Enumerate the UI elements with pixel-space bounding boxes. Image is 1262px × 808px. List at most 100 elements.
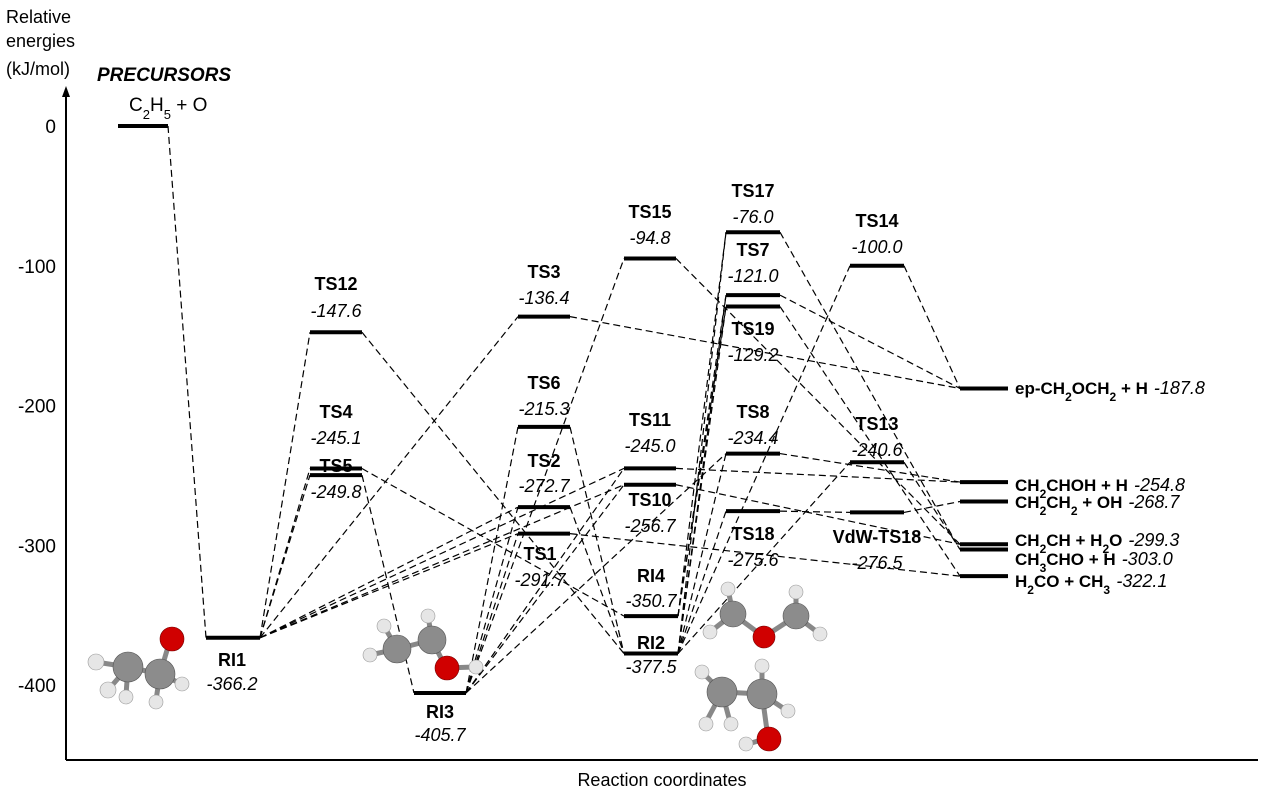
energy-ch2ch-h2o: -299.3 (1128, 530, 1179, 550)
label-ts10: TS10 (628, 490, 671, 510)
y-tick-label: -200 (18, 397, 56, 418)
connector-ts15-to-ch2ch-h2o (675, 258, 961, 545)
state-labels: RI1 -366.2 RI3 -405.7 RI2 -377.5 RI4 -350.7 TS12… (206, 181, 1204, 745)
connector-ri1-to-ts1 (259, 533, 519, 639)
product-label-ch3cho-h: CH3CHO + H (1015, 550, 1116, 575)
energy-ts12: -147.6 (310, 301, 362, 321)
connector-ts14-to-ep-ch2och2-h (903, 265, 961, 389)
connector-ri1-to-ts11 (259, 467, 625, 639)
molecule-ri2 (694, 658, 796, 752)
y-axis-label-line2: energies (6, 31, 75, 51)
energy-ch3cho-h: -303.0 (1122, 549, 1173, 569)
energy-ri1: -366.2 (206, 674, 257, 694)
energy-vdw-ts18: -276.5 (851, 553, 903, 573)
precursors-species: C2H5 + O (129, 95, 207, 122)
energy-ts10: -256.7 (624, 516, 676, 536)
label-ts17: TS17 (731, 181, 774, 201)
connector-ts10-to-ch2ch-h2o (675, 484, 961, 545)
label-ts2: TS2 (527, 451, 560, 471)
connector-ri2-to-ts19 (677, 306, 727, 654)
connector-ri4-to-ts7 (677, 295, 727, 617)
energy-ts7: -121.0 (727, 266, 778, 286)
connector-ri1-to-ts2 (259, 506, 519, 639)
label-ts15: TS15 (628, 202, 671, 222)
label-ts3: TS3 (527, 262, 560, 282)
energy-ch2choh-h: -254.8 (1134, 475, 1185, 495)
energy-ts11: -245.0 (624, 436, 675, 456)
energy-ts17: -76.0 (732, 207, 773, 227)
energy-ts15: -94.8 (629, 228, 670, 248)
product-label-h2co-ch3: H2CO + CH3 (1015, 572, 1110, 597)
y-axis-label-line3: (kJ/mol) (6, 59, 70, 79)
label-ri1: RI1 (218, 650, 246, 670)
energy-ts3: -136.4 (518, 288, 569, 308)
label-vdw-ts18: VdW-TS18 (833, 527, 922, 547)
label-ts18: TS18 (731, 524, 774, 544)
label-ts1: TS1 (523, 544, 556, 564)
molecule-ri4 (702, 581, 828, 649)
connector-ri4-to-ts17 (677, 232, 727, 617)
connector-ri2-to-ts17 (677, 232, 727, 654)
product-label-ch2choh-h: CH2CHOH + H (1015, 476, 1128, 501)
connector-ts17-to-ch3cho-h (779, 231, 961, 550)
connector-ri3-to-ts11 (465, 468, 625, 694)
label-ts4: TS4 (319, 402, 352, 422)
label-ri4: RI4 (637, 566, 665, 586)
connector-ri1-to-ts4 (259, 468, 311, 638)
y-tick-label: -300 (18, 536, 56, 557)
connector-ts13-to-ch3cho-h (903, 461, 961, 550)
connector-ri1-to-ts12 (259, 332, 311, 638)
label-ts12: TS12 (314, 274, 357, 294)
y-tick-label: -400 (18, 676, 56, 697)
molecule-ri3 (362, 608, 484, 681)
y-tick-labels: 0 -100 -200 -300 -400 (18, 117, 56, 697)
energy-ts14: -100.0 (851, 237, 902, 257)
connector-ts8-to-ch2choh-h (779, 452, 961, 483)
connector-ri2-to-ts8 (677, 453, 727, 654)
connector-ri2-to-ts18 (677, 510, 727, 654)
connector-ri1-to-ts5 (259, 474, 311, 638)
energy-ri2: -377.5 (625, 657, 677, 677)
precursors-heading: PRECURSORS (97, 65, 231, 86)
connector-ts2-to-ri2 (569, 506, 625, 654)
label-ts5: TS5 (319, 456, 352, 476)
energy-ts13: -240.6 (851, 440, 903, 460)
label-ts13: TS13 (855, 414, 898, 434)
y-tick-label: -100 (18, 257, 56, 278)
connector-ts4-to-ri4 (361, 468, 625, 617)
label-ts8: TS8 (736, 402, 769, 422)
energy-ts5: -249.8 (310, 482, 361, 502)
energy-ts18: -275.6 (727, 550, 779, 570)
connector-ts7-to-ep-ch2och2-h (779, 294, 961, 389)
energy-ts19: -129.2 (727, 345, 778, 365)
connector-ri3-to-ts15 (465, 258, 625, 694)
connector-ri3-to-ts6 (465, 426, 519, 694)
connector-ri4-to-ts19 (677, 306, 727, 617)
label-ri2: RI2 (637, 633, 665, 653)
y-tick-label: 0 (45, 117, 56, 138)
connector-ri3-to-ts2 (465, 506, 519, 694)
connector-ts3-to-ep-ch2och2-h (569, 316, 961, 390)
label-ts14: TS14 (855, 211, 898, 231)
connector-ts5-to-ri3 (361, 474, 415, 694)
product-label-ch2ch-h2o: CH2CH + H2O (1015, 531, 1122, 556)
energy-ch2ch2-oh: -268.7 (1128, 492, 1180, 512)
label-ts11: TS11 (629, 410, 671, 430)
connector-ri2-to-ts14 (677, 265, 851, 654)
connector-vdw-ts18-to-ch2ch2-oh (903, 500, 961, 513)
molecule-ri1 (87, 626, 190, 710)
reaction-connectors (167, 125, 961, 694)
product-label-ch2ch2-oh: CH2CH2 + OH (1015, 493, 1122, 518)
energy-levels (118, 124, 1008, 695)
label-ts6: TS6 (527, 373, 560, 393)
energy-ri3: -405.7 (414, 725, 466, 745)
connector-ts12-to-ri2 (361, 331, 625, 654)
energy-ep-ch2och2-h: -187.8 (1154, 378, 1205, 398)
y-axis-label-line1: Relative (6, 7, 71, 27)
energy-h2co-ch3: -322.1 (1116, 571, 1167, 591)
energy-ts1: -291.7 (514, 570, 566, 590)
energy-ts4: -245.1 (310, 428, 361, 448)
label-ri3: RI3 (426, 702, 454, 722)
energy-ri4: -350.7 (625, 591, 677, 611)
